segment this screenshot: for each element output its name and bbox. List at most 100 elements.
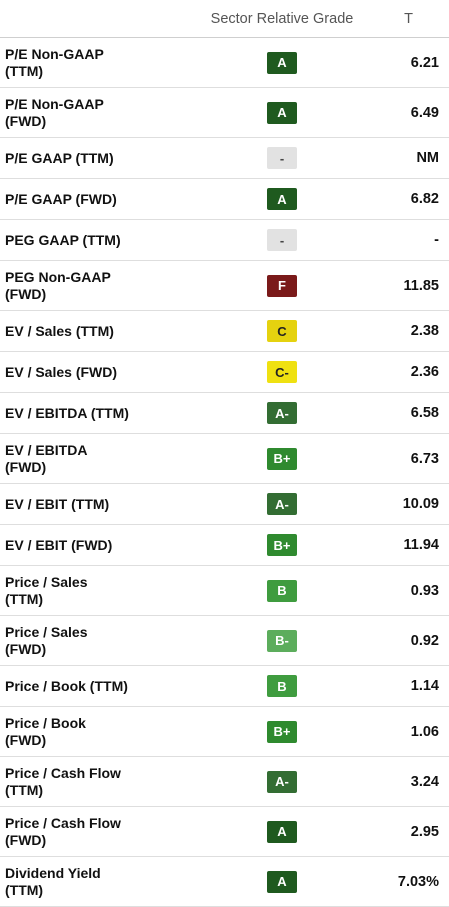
metric-value: 1.14 (410, 678, 439, 694)
grade-badge: A- (267, 770, 297, 793)
table-row: Price / Book (FWD) B+ 1.06 (0, 707, 449, 757)
metric-label: P/E GAAP (FWD) (0, 191, 196, 208)
header-ticker-label: T (404, 10, 413, 27)
metric-value: 2.36 (410, 364, 439, 380)
metric-label-line: (FWD) (5, 285, 47, 302)
metric-label: EV / EBITDA (FWD) (0, 442, 196, 476)
metric-label-line: Price / Book (5, 714, 86, 731)
metric-label: EV / Sales (FWD) (0, 364, 196, 381)
metric-label: P/E Non-GAAP (FWD) (0, 96, 196, 130)
metric-label-line: P/E Non-GAAP (5, 45, 104, 62)
metric-label-line: P/E GAAP (FWD) (5, 190, 117, 207)
metric-label: P/E Non-GAAP (TTM) (0, 46, 196, 80)
metric-label-line: EV / Sales (FWD) (5, 363, 118, 380)
metric-label: EV / EBIT (FWD) (0, 537, 196, 554)
metric-label-line: PEG Non-GAAP (5, 268, 111, 285)
grade-cell: A (196, 101, 368, 124)
metric-label: EV / EBITDA (TTM) (0, 405, 196, 422)
metric-label: Price / Sales (TTM) (0, 574, 196, 608)
grade-cell: A (196, 188, 368, 210)
grade-badge: C- (267, 361, 297, 383)
table-row: P/E GAAP (FWD) A 6.82 (0, 179, 449, 220)
grade-badge: A- (267, 493, 297, 515)
metric-label-line: P/E GAAP (TTM) (5, 149, 114, 166)
metric-label: Dividend Yield (TTM) (0, 865, 196, 899)
metric-value: 2.38 (410, 323, 439, 339)
grade-badge: B (267, 675, 297, 697)
table-row: EV / EBITDA (TTM) A- 6.58 (0, 393, 449, 434)
metric-label-line: Price / Cash Flow (5, 814, 121, 831)
metric-value: 11.85 (403, 277, 440, 294)
metric-label: Price / Cash Flow (TTM) (0, 765, 196, 799)
grade-cell: B (196, 675, 368, 697)
metric-value: 10.09 (402, 496, 439, 512)
grade-cell: B+ (196, 447, 368, 470)
grade-badge: A- (267, 402, 297, 424)
table-row: Price / Cash Flow (FWD) A 2.95 (0, 807, 449, 857)
metric-label-line: Price / Sales (5, 623, 88, 640)
metric-label-line: Price / Book (TTM) (5, 677, 128, 694)
grade-badge: B- (267, 629, 297, 652)
grade-cell: A- (196, 493, 368, 515)
grade-badge: A (267, 51, 297, 74)
grade-badge: B+ (267, 534, 297, 556)
metric-value: 3.24 (410, 773, 439, 790)
metric-label: EV / EBIT (TTM) (0, 496, 196, 513)
metric-value: - (434, 232, 439, 248)
table-row: EV / EBIT (TTM) A- 10.09 (0, 484, 449, 525)
grade-cell: A (196, 51, 368, 74)
metric-label-line: (TTM) (5, 781, 44, 798)
grade-cell: A- (196, 770, 368, 793)
header-grade-label: Sector Relative Grade (210, 10, 354, 27)
table-row: P/E Non-GAAP (TTM) A 6.21 (0, 38, 449, 88)
metric-label-line: (FWD) (5, 731, 47, 748)
table-row: Price / Book (TTM) B 1.14 (0, 666, 449, 707)
grade-cell: B- (196, 629, 368, 652)
metric-label-line: (FWD) (5, 112, 47, 129)
metric-label-line: P/E Non-GAAP (5, 95, 104, 112)
metric-label-line: EV / EBIT (FWD) (5, 536, 113, 553)
metric-label: Price / Book (FWD) (0, 715, 196, 749)
grade-cell: F (196, 274, 368, 297)
metric-value: 6.73 (410, 450, 439, 467)
grade-badge: A (267, 820, 297, 843)
grade-cell: C- (196, 361, 368, 383)
metric-value: 0.92 (410, 632, 439, 649)
grade-cell: - (196, 147, 368, 169)
metric-value: 1.06 (410, 723, 439, 740)
grade-badge: C (267, 320, 297, 342)
metric-value: 6.49 (410, 104, 439, 121)
metric-label: Price / Sales (FWD) (0, 624, 196, 658)
metric-label: Price / Cash Flow (FWD) (0, 815, 196, 849)
grade-cell: A (196, 820, 368, 843)
grade-badge: - (267, 229, 297, 251)
grade-cell: A (196, 870, 368, 893)
metric-value: 6.82 (410, 191, 439, 207)
metric-value: 2.95 (410, 823, 439, 840)
grade-cell: - (196, 229, 368, 251)
grade-badge: B+ (267, 447, 297, 470)
grade-badge: B (267, 579, 297, 602)
metric-label-line: EV / EBITDA (TTM) (5, 404, 129, 421)
grade-badge: A (267, 101, 297, 124)
table-row: Price / Sales (TTM) B 0.93 (0, 566, 449, 616)
metric-label-line: (TTM) (5, 881, 44, 898)
metric-label-line: EV / EBIT (TTM) (5, 495, 110, 512)
metric-label: P/E GAAP (TTM) (0, 150, 196, 167)
metric-label: PEG GAAP (TTM) (0, 232, 196, 249)
grade-cell: B+ (196, 534, 368, 556)
grade-badge: A (267, 870, 297, 893)
table-row: EV / Sales (TTM) C 2.38 (0, 311, 449, 352)
metric-label: EV / Sales (TTM) (0, 323, 196, 340)
metric-label-line: (TTM) (5, 590, 44, 607)
metric-label-line: Price / Sales (5, 573, 88, 590)
metric-value: 6.58 (410, 405, 439, 421)
metric-label-line: EV / EBITDA (5, 441, 88, 458)
table-row: EV / EBITDA (FWD) B+ 6.73 (0, 434, 449, 484)
table-row: PEG Non-GAAP (FWD) F 11.85 (0, 261, 449, 311)
grade-cell: B (196, 579, 368, 602)
metric-value: 0.93 (410, 582, 439, 599)
table-row: Dividend Yield (TTM) A 7.03% (0, 857, 449, 907)
table-row: Price / Cash Flow (TTM) A- 3.24 (0, 757, 449, 807)
